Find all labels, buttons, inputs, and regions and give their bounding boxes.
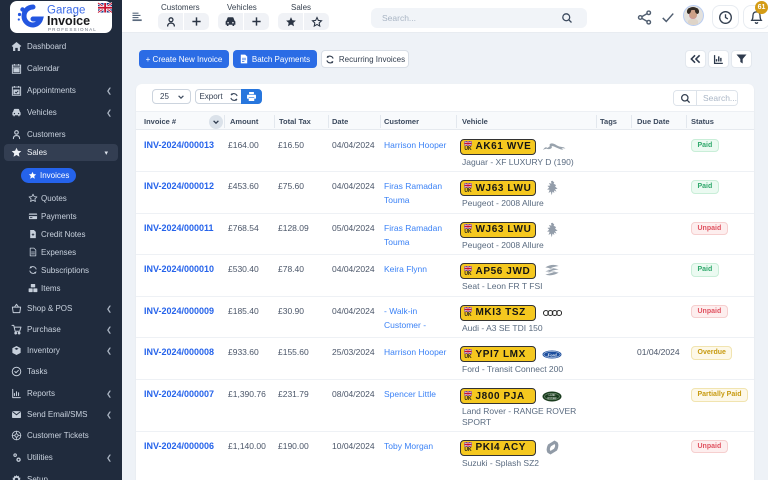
svg-text:Garage: Garage	[47, 5, 85, 17]
svg-text:LAND: LAND	[549, 394, 556, 397]
svg-text:PROFESSIONAL: PROFESSIONAL	[48, 27, 97, 32]
svg-text:ROVER: ROVER	[548, 397, 557, 400]
svg-text:Ford: Ford	[547, 352, 557, 357]
svg-text:Invoice: Invoice	[47, 14, 90, 28]
